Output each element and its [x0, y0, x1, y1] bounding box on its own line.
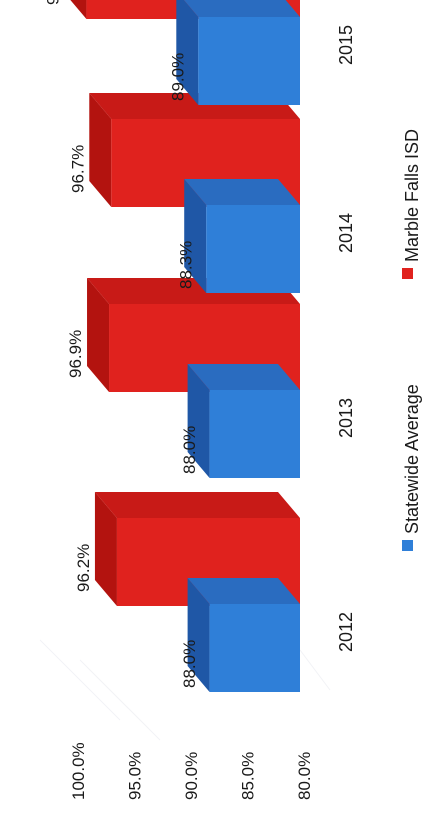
floor-lines: [39, 639, 331, 741]
bar-end-face: [87, 278, 110, 392]
bar-statewide-average-2015: [176, 0, 300, 105]
category-label: 2014: [336, 213, 356, 253]
bar-end-face: [70, 0, 87, 19]
bars: [70, 0, 301, 692]
bar-end-face: [187, 578, 210, 692]
tick-label: 80.0%: [295, 752, 314, 800]
bar-end-face: [187, 364, 210, 478]
bar-side-face: [187, 578, 300, 604]
bar-statewide-average-2013: [187, 364, 300, 478]
data-label: 88.0%: [180, 640, 199, 688]
bar-side-face: [183, 0, 300, 17]
data-label: 89.0%: [169, 53, 188, 101]
data-label: 96.2%: [74, 544, 93, 592]
bar-front-face: [209, 604, 300, 692]
tick-label: 90.0%: [182, 752, 201, 800]
category-label: 2012: [336, 612, 356, 652]
bar-statewide-average-2014: [184, 179, 300, 293]
data-label: 98.9%: [43, 0, 62, 5]
legend-swatch: [402, 540, 413, 551]
legend-swatch: [402, 268, 413, 279]
category-label: 2013: [336, 398, 356, 438]
bar-front-face: [209, 390, 300, 478]
category-label: 2015: [336, 25, 356, 65]
data-label: 96.7%: [68, 145, 87, 193]
bar-end-face: [184, 179, 207, 293]
bar-side-face: [94, 492, 300, 518]
bar-front-face: [198, 17, 300, 105]
tick-label: 100.0%: [69, 742, 88, 800]
tick-label: 95.0%: [126, 752, 145, 800]
bar-end-face: [89, 93, 112, 207]
bar-statewide-average-2012: [187, 578, 300, 692]
bar-side-face: [184, 179, 300, 205]
data-label: 96.9%: [66, 330, 85, 378]
legend-label: Statewide Average: [402, 384, 422, 534]
bar-front-face: [206, 205, 300, 293]
tick-label: 85.0%: [239, 752, 258, 800]
bar-end-face: [176, 0, 199, 105]
legend-label: Marble Falls ISD: [402, 129, 422, 262]
bar-side-face: [187, 364, 300, 390]
data-label: 88.3%: [176, 241, 195, 289]
data-label: 88.0%: [180, 426, 199, 474]
bar-end-face: [94, 492, 117, 606]
